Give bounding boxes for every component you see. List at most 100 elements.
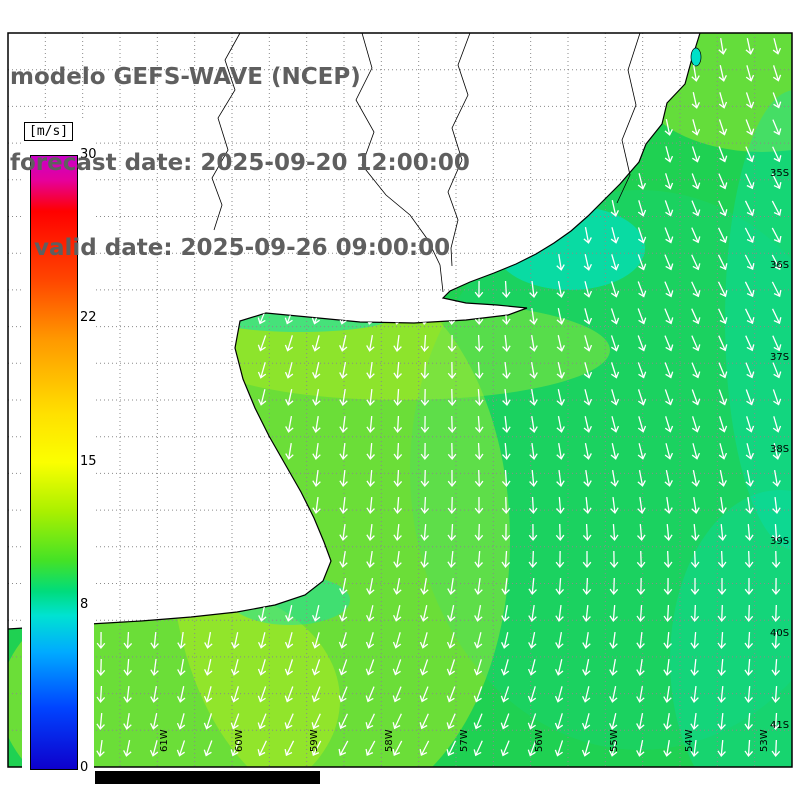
wind-arrow bbox=[581, 713, 591, 730]
wind-arrow bbox=[556, 496, 565, 515]
wind-arrow bbox=[392, 686, 402, 703]
wind-arrow bbox=[744, 254, 755, 271]
wind-arrow bbox=[745, 92, 755, 109]
wind-arrow bbox=[690, 550, 700, 569]
wind-arrow bbox=[608, 713, 618, 730]
wind-arrow bbox=[771, 631, 781, 650]
wind-arrow bbox=[610, 335, 620, 352]
wind-arrow bbox=[393, 442, 403, 461]
wind-arrow bbox=[474, 496, 484, 515]
longitude-label: 54W bbox=[684, 729, 695, 752]
wind-arrow bbox=[691, 443, 701, 460]
wind-arrow bbox=[663, 658, 672, 676]
wind-arrow bbox=[771, 739, 781, 758]
wind-arrow bbox=[528, 632, 537, 649]
wind-arrow bbox=[691, 496, 700, 514]
wind-arrow bbox=[772, 92, 782, 109]
wind-arrow bbox=[663, 550, 673, 569]
wind-arrow bbox=[772, 443, 782, 460]
wind-arrow bbox=[664, 335, 674, 352]
wind-arrow bbox=[556, 469, 565, 487]
wind-arrow bbox=[501, 605, 510, 622]
wind-arrow bbox=[717, 578, 727, 596]
wind-arrow bbox=[718, 65, 727, 82]
wind-arrow bbox=[610, 227, 620, 244]
wind-arrow bbox=[420, 523, 429, 542]
wind-arrow bbox=[717, 308, 728, 325]
wind-arrow bbox=[527, 686, 537, 703]
wind-arrow bbox=[744, 550, 754, 569]
wind-arrow bbox=[501, 280, 511, 299]
wind-arrow bbox=[690, 604, 700, 623]
river-contours bbox=[211, 32, 702, 293]
wind-arrow bbox=[285, 605, 294, 622]
wind-arrow bbox=[608, 740, 618, 757]
longitude-label: 59W bbox=[309, 729, 320, 752]
wind-arrow bbox=[637, 470, 646, 487]
wind-arrow bbox=[556, 308, 565, 325]
wind-arrow bbox=[230, 659, 240, 676]
wind-arrow bbox=[474, 280, 484, 299]
wind-arrow bbox=[717, 631, 727, 650]
wind-arrow bbox=[123, 740, 132, 757]
wind-arrow bbox=[419, 659, 429, 676]
wind-arrow bbox=[284, 740, 295, 757]
wind-arrow bbox=[555, 523, 565, 542]
wind-arrows bbox=[42, 38, 782, 758]
wind-arrow bbox=[745, 119, 755, 136]
wind-arrow bbox=[583, 254, 593, 271]
wind-arrow bbox=[556, 335, 565, 352]
wind-arrow bbox=[745, 470, 754, 487]
wind-arrow bbox=[771, 712, 781, 731]
wind-arrow bbox=[257, 632, 267, 649]
wind-arrow bbox=[664, 443, 674, 460]
wind-arrow bbox=[663, 604, 673, 623]
wind-arrow bbox=[664, 146, 674, 163]
wind-arrow bbox=[718, 92, 728, 109]
wind-arrow bbox=[529, 415, 538, 433]
wind-arrow bbox=[745, 146, 755, 163]
wind-arrow bbox=[555, 577, 565, 596]
wind-arrow bbox=[312, 415, 321, 433]
wind-arrow bbox=[527, 740, 537, 757]
wind-arrow bbox=[771, 577, 781, 596]
wind-arrow bbox=[474, 388, 484, 407]
colorbar-tick-label: 30 bbox=[80, 147, 97, 162]
wind-arrow bbox=[311, 632, 321, 649]
wind-arrow bbox=[447, 415, 457, 434]
wind-arrow bbox=[581, 740, 591, 757]
wind-arrow bbox=[339, 578, 348, 595]
wind-arrow bbox=[420, 496, 430, 515]
valid-date: valid date: 2025-09-26 09:00:00 bbox=[10, 235, 451, 262]
wind-arrow bbox=[636, 686, 645, 703]
wind-arrow bbox=[365, 686, 375, 703]
wind-arrow bbox=[338, 632, 348, 649]
wind-arrow bbox=[96, 631, 106, 650]
wind-arrow bbox=[744, 739, 754, 758]
wind-arrow bbox=[744, 577, 754, 596]
wind-arrow bbox=[664, 523, 673, 542]
wind-arrow bbox=[691, 308, 701, 325]
wind-arrow bbox=[528, 550, 538, 569]
wind-arrow bbox=[501, 632, 510, 649]
wind-arrow bbox=[529, 442, 538, 460]
wind-arrow bbox=[366, 415, 375, 434]
wind-arrow bbox=[610, 496, 619, 514]
wind-arrow bbox=[338, 686, 348, 703]
wind-arrow bbox=[501, 550, 511, 569]
wind-arrow bbox=[393, 415, 403, 434]
wind-arrow bbox=[637, 523, 646, 542]
wind-arrow bbox=[609, 523, 619, 542]
wind-arrow bbox=[203, 713, 213, 730]
wind-arrow bbox=[311, 605, 321, 622]
wind-arrow bbox=[393, 334, 402, 352]
wind-arrow bbox=[583, 469, 592, 487]
wind-arrow bbox=[339, 415, 348, 433]
wind-arrow bbox=[176, 740, 186, 757]
wind-arrow bbox=[744, 685, 753, 704]
model-title: modelo GEFS-WAVE (NCEP) bbox=[10, 64, 361, 91]
wind-arrow bbox=[637, 389, 647, 406]
wind-arrow bbox=[392, 659, 402, 676]
wind-arrow bbox=[339, 523, 348, 541]
